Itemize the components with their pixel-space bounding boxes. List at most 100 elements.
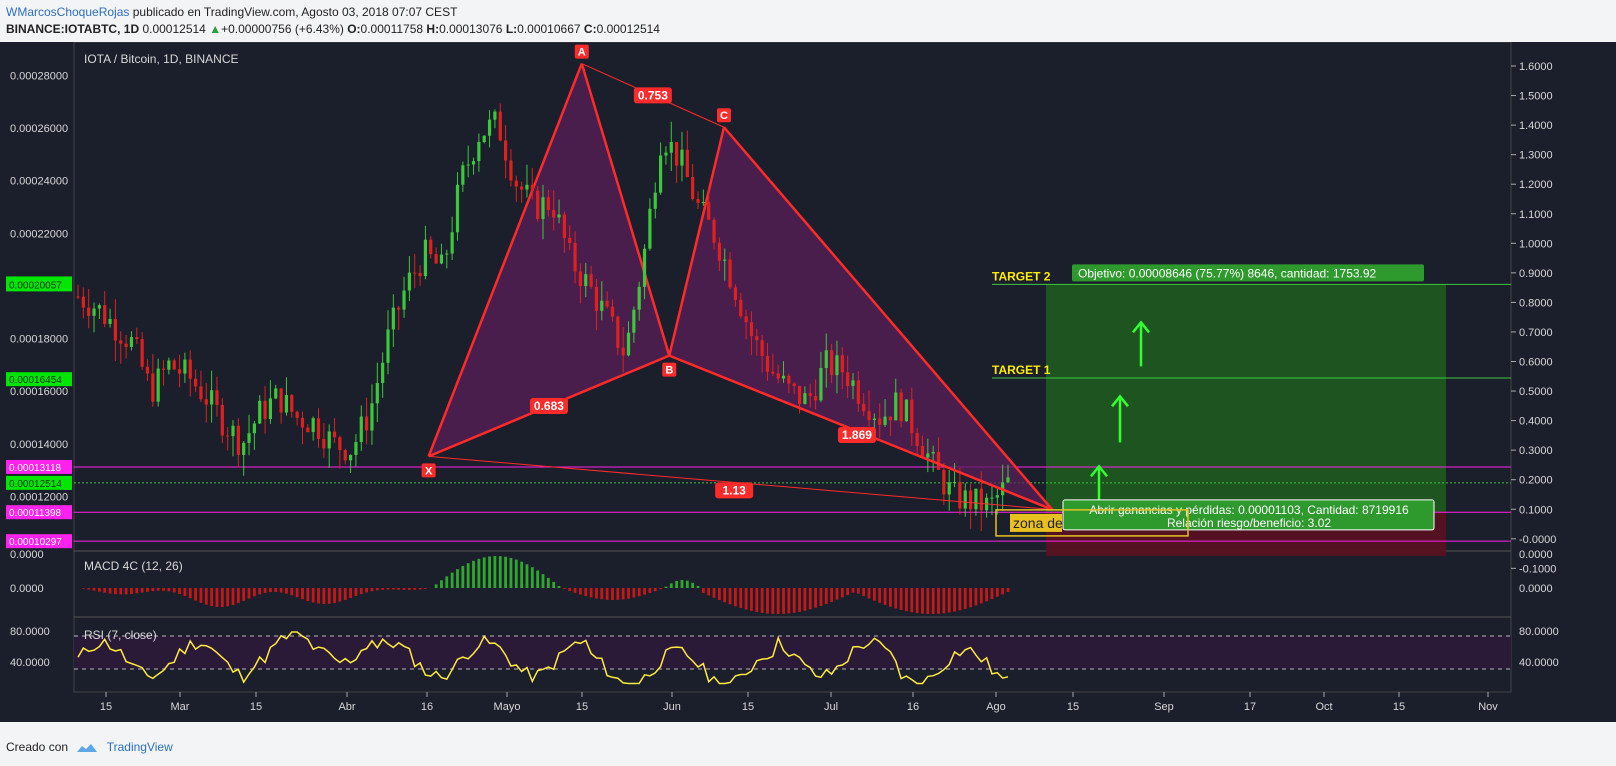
macd-bar bbox=[755, 588, 759, 612]
macd-bar bbox=[958, 588, 962, 611]
x-axis-tick-label: 15 bbox=[100, 701, 112, 713]
price-tag-label: 0.00016454 bbox=[9, 375, 62, 386]
macd-bar bbox=[493, 556, 497, 588]
macd-bar bbox=[97, 588, 101, 592]
tradingview-logo-icon bbox=[77, 743, 98, 752]
candle-body bbox=[835, 355, 839, 376]
candle-body bbox=[568, 237, 572, 244]
macd-bar bbox=[953, 588, 956, 612]
rsi-right-tick-label: 40.0000 bbox=[1519, 657, 1559, 669]
candle-body bbox=[616, 316, 620, 348]
macd-bar bbox=[889, 588, 892, 607]
candle-body bbox=[669, 141, 673, 153]
macd-bar bbox=[514, 559, 518, 588]
author-link[interactable]: WMarcosChoqueRojas bbox=[6, 5, 130, 19]
macd-bar bbox=[653, 588, 657, 592]
macd-bar bbox=[354, 588, 358, 596]
macd-bar bbox=[669, 583, 673, 588]
macd-right-tick-label: 0.0000 bbox=[1519, 549, 1553, 561]
macd-bar bbox=[151, 588, 155, 592]
macd-bar bbox=[108, 588, 112, 594]
macd-bar bbox=[520, 561, 524, 588]
macd-bar bbox=[391, 588, 395, 590]
macd-tick-label: 0.0000 bbox=[10, 549, 44, 561]
candle-body bbox=[391, 307, 395, 330]
macd-bar bbox=[942, 588, 946, 614]
macd-bar bbox=[81, 588, 85, 589]
tradingview-link[interactable]: TradingView bbox=[106, 740, 173, 754]
candle-body bbox=[797, 385, 802, 404]
candle-body bbox=[145, 366, 150, 374]
rsi-line bbox=[77, 631, 1009, 685]
macd-bar bbox=[696, 585, 700, 588]
candle-body bbox=[172, 360, 176, 370]
macd-bar bbox=[162, 588, 165, 591]
macd-bar bbox=[760, 588, 764, 613]
candle-body bbox=[552, 209, 556, 218]
macd-bar bbox=[386, 588, 390, 590]
candle-body bbox=[103, 305, 107, 324]
macd-bar bbox=[632, 588, 636, 598]
candle-body bbox=[188, 359, 192, 379]
candle-body bbox=[936, 452, 941, 470]
candle-body bbox=[701, 202, 705, 204]
macd-bar bbox=[375, 588, 379, 591]
candle-body bbox=[733, 287, 738, 300]
macd-bar bbox=[867, 588, 871, 599]
macd-bar bbox=[87, 588, 91, 590]
macd-bar bbox=[456, 569, 459, 588]
macd-bar bbox=[691, 582, 695, 588]
macd-bar bbox=[167, 588, 171, 592]
pattern-point-badge bbox=[662, 362, 677, 377]
candle-body bbox=[498, 111, 502, 141]
candle-body bbox=[584, 274, 588, 286]
price-change: +0.00000756 (+6.43%) bbox=[221, 22, 344, 36]
macd-bar bbox=[301, 588, 304, 600]
candle-body bbox=[306, 427, 310, 433]
ratio-label: 1.13 bbox=[722, 483, 746, 497]
target-label: TARGET 2 bbox=[992, 269, 1051, 283]
macd-bar bbox=[146, 588, 149, 592]
candle-body bbox=[739, 299, 743, 317]
macd-bar bbox=[862, 588, 866, 597]
candle-body bbox=[381, 362, 385, 384]
ratio-label: 1.869 bbox=[842, 428, 872, 442]
candle-body bbox=[771, 371, 775, 374]
right-axis-tick-label: 1.3000 bbox=[1519, 150, 1553, 162]
macd-tick-label: 0.0000 bbox=[10, 583, 44, 595]
x-axis-tick-label: Sep bbox=[1154, 701, 1174, 713]
candle-body bbox=[926, 453, 930, 458]
candle-body bbox=[466, 164, 470, 166]
candle-body bbox=[161, 368, 166, 370]
candle-body bbox=[423, 239, 428, 277]
macd-bar bbox=[488, 556, 491, 588]
macd-bar bbox=[814, 588, 817, 608]
candle-body bbox=[963, 490, 967, 509]
x-axis-tick-label: 15 bbox=[742, 701, 754, 713]
macd-bar bbox=[445, 576, 449, 588]
macd-bar bbox=[530, 567, 534, 588]
macd-bar bbox=[381, 588, 385, 590]
pattern-leg bbox=[427, 63, 583, 457]
x-axis-tick-label: Abr bbox=[338, 701, 355, 713]
macd-bar bbox=[178, 588, 181, 594]
pattern-point-label: X bbox=[425, 465, 433, 477]
price-tag bbox=[6, 277, 72, 292]
candle-body bbox=[765, 355, 770, 372]
macd-bar bbox=[466, 563, 470, 588]
objective-text: Objetivo: 0.00008646 (75.77%) 8646, cant… bbox=[1078, 266, 1377, 280]
candle-body bbox=[792, 383, 796, 386]
candle-body bbox=[1006, 477, 1010, 483]
candle-body bbox=[509, 160, 513, 181]
macd-bar bbox=[739, 588, 743, 608]
macd-bar bbox=[242, 588, 246, 601]
left-axis-tick-label: 0.00012000 bbox=[10, 491, 68, 503]
macd-bar bbox=[450, 572, 454, 588]
macd-bar bbox=[338, 588, 342, 602]
candle-body bbox=[87, 307, 91, 316]
candle-body bbox=[749, 322, 754, 337]
candle-body bbox=[300, 417, 305, 428]
open-pl-text: Abrir ganancias y pérdidas: 0.00001103, … bbox=[1089, 503, 1409, 517]
macd-title: MACD 4C (12, 26) bbox=[84, 559, 183, 573]
